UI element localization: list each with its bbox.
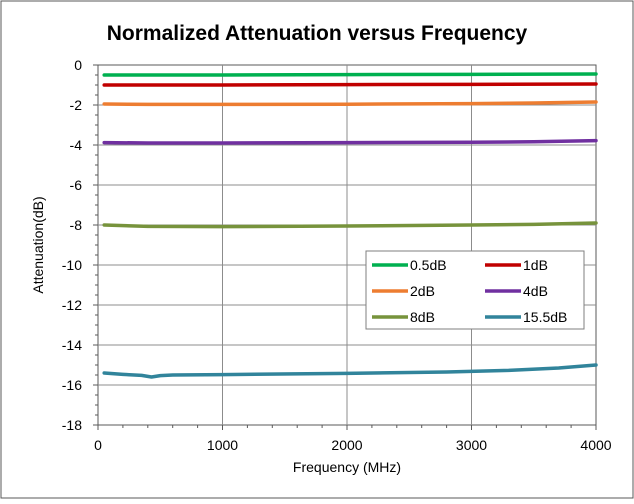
- series-line-8dB: [102, 221, 598, 229]
- y-axis-label: Attenuation(dB): [30, 196, 46, 293]
- y-tick-label: -8: [70, 217, 83, 233]
- series-line-15.5dB: [102, 363, 598, 379]
- series-line-4dB: [102, 138, 598, 145]
- chart-title: Normalized Attenuation versus Frequency: [107, 22, 528, 45]
- y-tick-label: 0: [74, 57, 82, 73]
- x-tick-label: 4000: [580, 437, 611, 453]
- legend-label: 15.5dB: [523, 309, 567, 325]
- y-tick-label: -10: [62, 257, 82, 273]
- legend-label: 4dB: [523, 283, 548, 299]
- y-tick-label: -16: [62, 377, 82, 393]
- x-tick-label: 0: [94, 437, 102, 453]
- y-tick-label: -18: [62, 417, 82, 433]
- x-tick-label: 3000: [456, 437, 487, 453]
- x-axis-label: Frequency (MHz): [293, 459, 401, 475]
- y-tick-label: -2: [70, 97, 83, 113]
- y-tick-label: -14: [62, 337, 82, 353]
- x-tick-label: 2000: [331, 437, 362, 453]
- legend: 0.5dB 1dB 2dB 4dB 8dB 15.5dB: [365, 250, 585, 330]
- legend-label: 2dB: [410, 283, 435, 299]
- x-tick-label: 1000: [207, 437, 238, 453]
- legend-label: 0.5dB: [410, 257, 447, 273]
- series-line-0.5dB: [102, 72, 598, 77]
- y-tick-label: -4: [70, 137, 83, 153]
- legend-label: 8dB: [410, 309, 435, 325]
- series-layer: [102, 72, 598, 379]
- y-tick-label: -6: [70, 177, 83, 193]
- series-line-2dB: [102, 100, 598, 107]
- tick-layer: 0 -2 -4 -6 -8 -10 -12 -14 -16 -18 0 1000 2000 3000 400…: [62, 57, 612, 453]
- series-line-1dB: [102, 82, 598, 87]
- legend-label: 1dB: [523, 257, 548, 273]
- y-tick-label: -12: [62, 297, 82, 313]
